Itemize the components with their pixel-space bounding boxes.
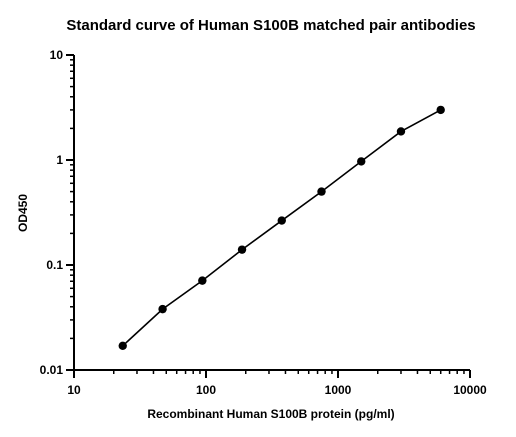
x-tick-label: 100 [196, 383, 216, 397]
axes: 10 100 1000 10000 0.01 0.1 1 10 [40, 48, 487, 397]
y-tick-label: 0.01 [40, 363, 64, 377]
y-tick-label: 10 [50, 48, 64, 62]
data-point [317, 187, 326, 196]
plot-area [118, 105, 445, 351]
x-axis-label: Recombinant Human S100B protein (pg/ml) [147, 407, 394, 421]
fit-line [122, 109, 442, 347]
data-point [396, 127, 406, 136]
data-point [357, 157, 366, 166]
y-tick-label: 1 [56, 153, 63, 167]
x-tick-label: 10000 [453, 383, 487, 397]
data-point [436, 105, 445, 115]
x-tick-label: 1000 [325, 383, 352, 397]
data-point [118, 341, 127, 351]
data-point [277, 216, 286, 225]
data-point [237, 245, 247, 254]
data-point [198, 276, 207, 285]
data-point [158, 304, 167, 314]
y-axis-label: OD450 [16, 194, 30, 232]
x-tick-label: 10 [67, 383, 81, 397]
chart-title: Standard curve of Human S100B matched pa… [66, 17, 475, 34]
y-tick-label: 0.1 [46, 258, 63, 272]
